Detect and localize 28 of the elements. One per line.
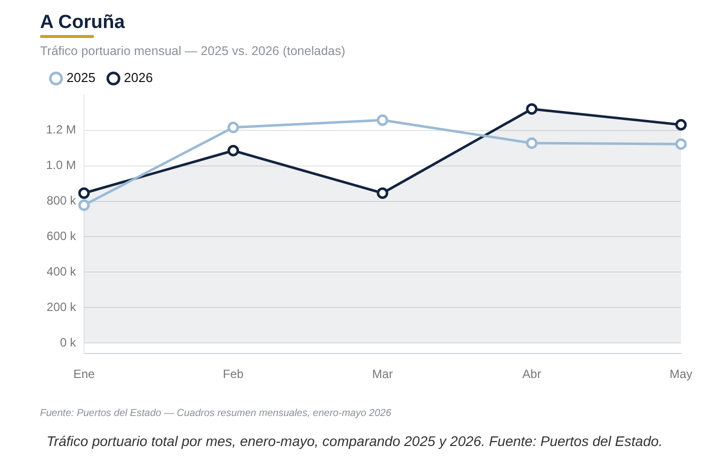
y-tick-label: 600 k	[46, 229, 78, 244]
point	[376, 187, 388, 199]
point	[78, 187, 90, 199]
y-tick-label: 1.2 M	[46, 122, 76, 137]
point	[228, 144, 240, 156]
x-tick-label: Mar	[372, 367, 393, 382]
y-tick-label: 400 k	[46, 264, 78, 278]
point	[675, 138, 687, 150]
x-tick-label: Ene	[73, 367, 96, 382]
text: Tráfico portuario total por mes, enero-mayo, comparando 2025 y 2026. Fuente: Puertos del Estado.	[45, 433, 664, 449]
y-tick-label: 0 k	[60, 335, 78, 350]
y-tick-label: 800 k	[46, 194, 78, 208]
chart-subtitle: Tráfico portuario mensual — 2025 vs. 2026 (toneladas)	[40, 44, 346, 58]
point	[526, 103, 538, 115]
point	[228, 122, 240, 134]
x-tick-label: May	[670, 367, 692, 382]
x-tick-label: Abr	[522, 367, 542, 382]
y-tick-label: 200 k	[46, 300, 78, 314]
legend-label: 2025	[66, 70, 96, 86]
y-tick-label: 1.0 M	[46, 158, 76, 172]
chart-title: A Coruña	[40, 12, 125, 34]
legend-label: 2026	[124, 70, 153, 86]
point	[675, 119, 687, 131]
source-note: Fuente: Puertos del Estado — Cuadros resumen mensuales, enero-mayo 2026	[39, 408, 392, 419]
x-tick-label: Feb	[222, 367, 244, 382]
point	[78, 199, 90, 211]
point	[526, 137, 538, 149]
point	[376, 114, 388, 126]
